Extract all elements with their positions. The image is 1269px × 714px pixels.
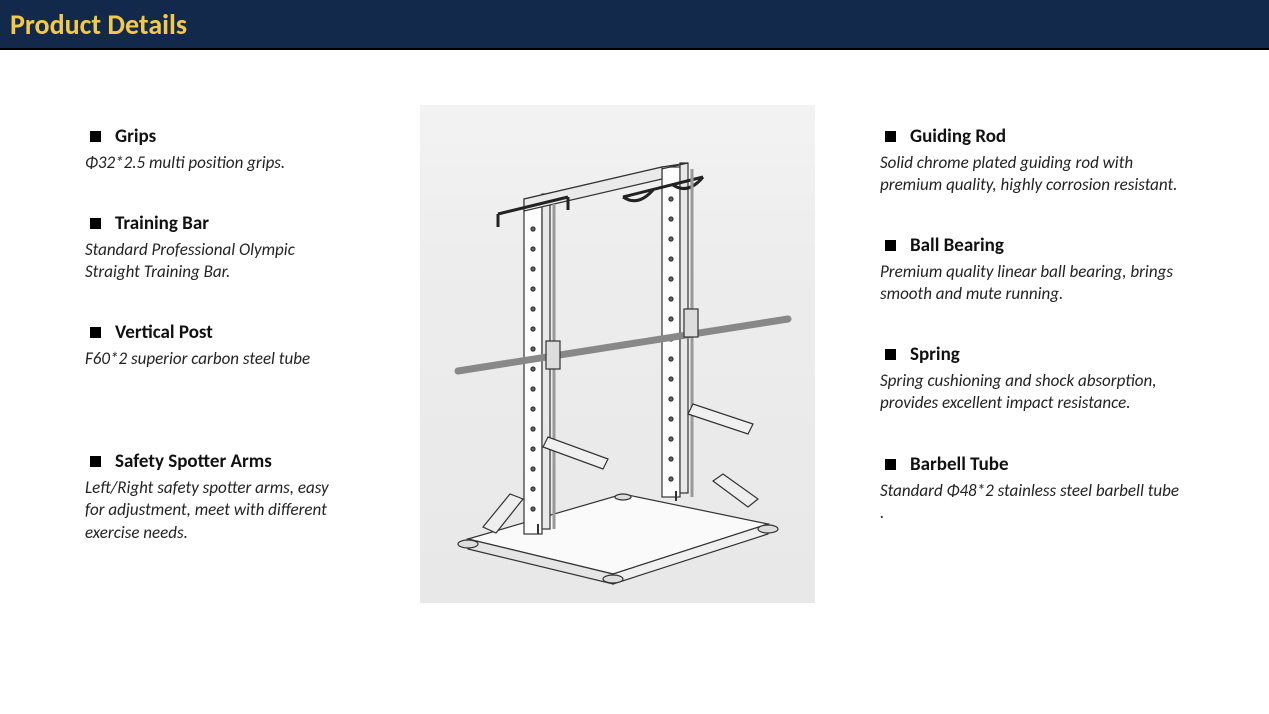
feature-vertical-post: Vertical Post F60*2 superior carbon stee… xyxy=(90,321,350,370)
feature-desc: Standard Φ48*2 stainless steel barbell t… xyxy=(880,480,1185,524)
right-column: Guiding Rod Solid chrome plated guiding … xyxy=(885,125,1185,603)
feature-desc: Standard Professional Olympic Straight T… xyxy=(85,239,350,283)
feature-grips: Grips Φ32*2.5 multi position grips. xyxy=(90,125,350,174)
feature-desc: F60*2 superior carbon steel tube xyxy=(85,348,350,370)
feature-title-row: Ball Bearing xyxy=(885,234,1185,257)
feature-guiding-rod: Guiding Rod Solid chrome plated guiding … xyxy=(885,125,1185,196)
feature-desc: Left/Right safety spotter arms, easy for… xyxy=(85,477,350,543)
feature-title-row: Spring xyxy=(885,343,1185,366)
feature-spring: Spring Spring cushioning and shock absor… xyxy=(885,343,1185,414)
bullet-icon xyxy=(885,459,896,470)
bullet-icon xyxy=(885,240,896,251)
content-area: Grips Φ32*2.5 multi position grips. Trai… xyxy=(0,50,1269,603)
product-diagram xyxy=(438,119,798,589)
feature-title: Training Bar xyxy=(115,212,209,235)
feature-title: Safety Spotter Arms xyxy=(115,450,272,473)
left-column: Grips Φ32*2.5 multi position grips. Trai… xyxy=(90,125,350,603)
product-image-panel xyxy=(420,105,815,603)
header-bar: Product Details xyxy=(0,0,1269,50)
bullet-icon xyxy=(90,131,101,142)
feature-title: Ball Bearing xyxy=(910,234,1004,257)
feature-desc: Φ32*2.5 multi position grips. xyxy=(85,152,350,174)
feature-title: Guiding Rod xyxy=(910,125,1006,148)
feature-barbell-tube: Barbell Tube Standard Φ48*2 stainless st… xyxy=(885,453,1185,524)
bullet-icon xyxy=(885,349,896,360)
feature-title-row: Training Bar xyxy=(90,212,350,235)
feature-safety-spotter-arms: Safety Spotter Arms Left/Right safety sp… xyxy=(90,450,350,543)
bullet-icon xyxy=(885,131,896,142)
feature-training-bar: Training Bar Standard Professional Olymp… xyxy=(90,212,350,283)
feature-title-row: Barbell Tube xyxy=(885,453,1185,476)
feature-desc: Solid chrome plated guiding rod with pre… xyxy=(880,152,1185,196)
feature-desc: Spring cushioning and shock absorption, … xyxy=(880,370,1185,414)
feature-title: Barbell Tube xyxy=(910,453,1009,476)
bullet-icon xyxy=(90,456,101,467)
feature-title-row: Safety Spotter Arms xyxy=(90,450,350,473)
feature-title: Grips xyxy=(115,125,156,148)
bullet-icon xyxy=(90,327,101,338)
bullet-icon xyxy=(90,218,101,229)
feature-ball-bearing: Ball Bearing Premium quality linear ball… xyxy=(885,234,1185,305)
feature-title: Vertical Post xyxy=(115,321,213,344)
feature-title-row: Guiding Rod xyxy=(885,125,1185,148)
feature-title-row: Grips xyxy=(90,125,350,148)
feature-desc: Premium quality linear ball bearing, bri… xyxy=(880,261,1185,305)
feature-title-row: Vertical Post xyxy=(90,321,350,344)
feature-title: Spring xyxy=(910,343,960,366)
page-title: Product Details xyxy=(10,7,187,42)
